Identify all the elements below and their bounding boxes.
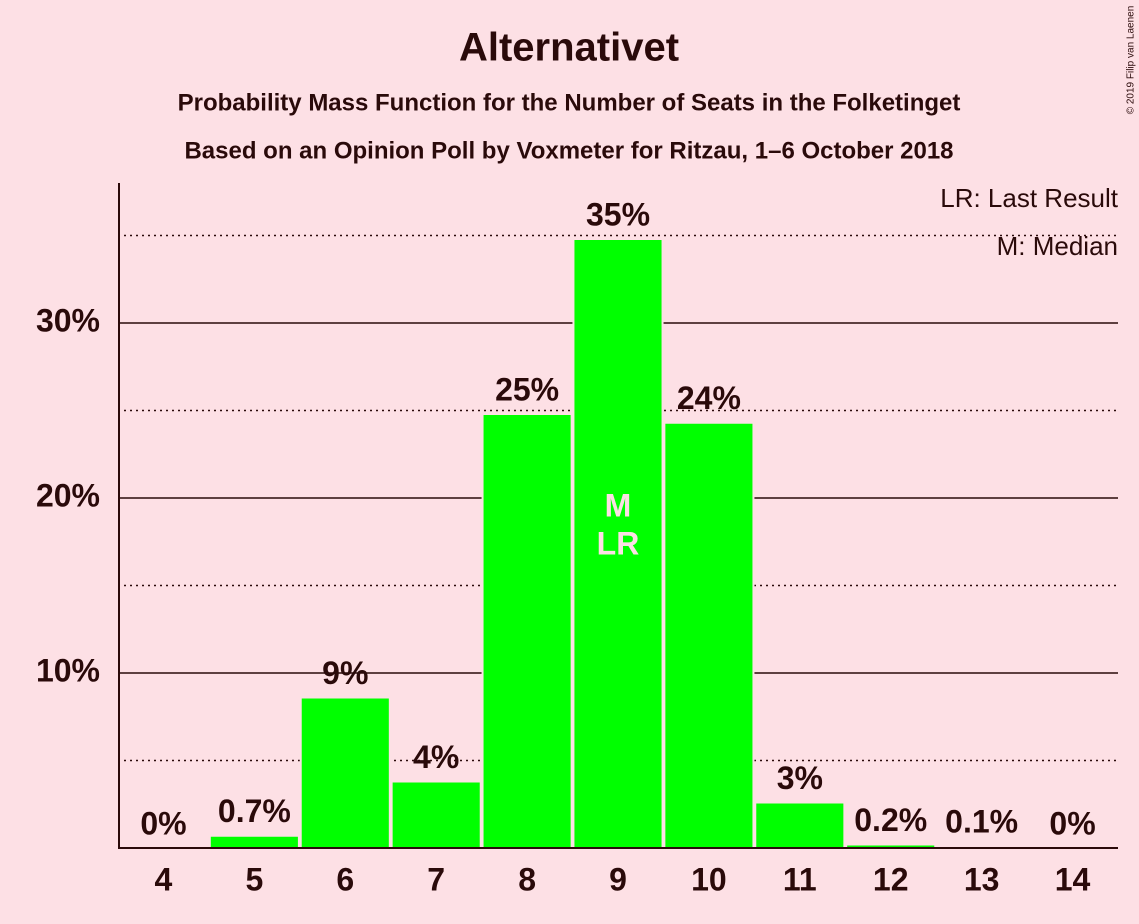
value-label: 0% [1049,805,1095,841]
bar [572,238,664,849]
bar [299,696,391,849]
bar [663,421,755,849]
x-tick-label: 11 [783,861,817,897]
x-tick-label: 14 [1055,861,1091,897]
bar [208,834,300,849]
x-tick-label: 4 [155,861,173,897]
value-label: 3% [777,760,823,796]
chart-title: Alternativet [459,26,679,70]
copyright: © 2019 Filip van Laenen [1126,6,1137,115]
bar [390,780,482,849]
bar [481,413,573,849]
value-label: 25% [495,371,559,407]
value-label: 24% [677,380,741,416]
value-label: 9% [322,655,368,691]
x-tick-label: 13 [964,861,1000,897]
x-tick-label: 12 [873,861,909,897]
y-tick-label: 10% [36,652,100,688]
x-tick-label: 10 [691,861,727,897]
value-label: 0% [140,805,186,841]
x-tick-label: 8 [518,861,536,897]
y-tick-label: 20% [36,477,100,513]
x-tick-label: 5 [245,861,263,897]
value-label: 4% [413,739,459,775]
chart-subtitle: Based on an Opinion Poll by Voxmeter for… [184,137,953,164]
bar [754,801,846,849]
marker-label: LR [597,525,640,561]
value-label: 35% [586,196,650,232]
x-tick-label: 9 [609,861,627,897]
value-label: 0.7% [218,793,291,829]
x-tick-label: 7 [427,861,445,897]
legend-entry: LR: Last Result [940,183,1119,213]
y-tick-label: 30% [36,302,100,338]
legend-entry: M: Median [997,231,1118,261]
marker-label: M [605,487,632,523]
value-label: 0.1% [945,804,1018,840]
value-label: 0.2% [854,802,927,838]
x-tick-label: 6 [336,861,354,897]
chart-subtitle: Probability Mass Function for the Number… [178,89,961,116]
